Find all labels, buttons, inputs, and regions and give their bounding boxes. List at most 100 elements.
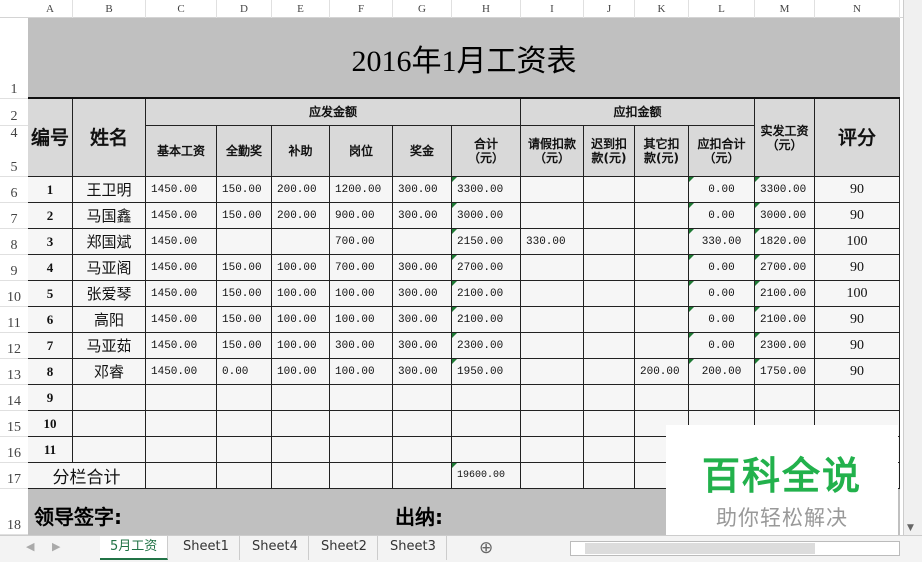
cell[interactable]: 200.00 — [272, 203, 330, 229]
cell[interactable]: 0.00 — [689, 203, 755, 229]
cell-name[interactable] — [73, 437, 146, 463]
column-header[interactable]: L — [689, 0, 755, 18]
cell[interactable] — [584, 463, 635, 489]
cell-name[interactable]: 郑国斌 — [73, 229, 146, 255]
cell-id[interactable]: 1 — [28, 177, 73, 203]
row-header[interactable]: 4 — [10, 126, 18, 141]
header-id[interactable]: 编号 — [28, 99, 73, 177]
header-score[interactable]: 评分 — [815, 99, 900, 177]
cell[interactable] — [521, 203, 584, 229]
horizontal-scrollbar[interactable] — [570, 541, 900, 556]
cell-id[interactable]: 2 — [28, 203, 73, 229]
cell[interactable]: 90 — [815, 333, 900, 359]
cell[interactable]: 200.00 — [689, 359, 755, 385]
tab-next-icon[interactable]: ▶ — [52, 540, 61, 553]
column-header[interactable]: E — [272, 0, 330, 18]
cell[interactable]: 330.00 — [689, 229, 755, 255]
cell-name[interactable] — [73, 411, 146, 437]
subtotal-value[interactable]: 19600.00 — [452, 463, 521, 489]
sheet-tab[interactable]: 5月工资 — [100, 536, 169, 560]
cell[interactable]: 100.00 — [272, 359, 330, 385]
cell[interactable] — [146, 411, 217, 437]
row-header[interactable]: 14 — [0, 385, 28, 411]
header-base[interactable]: 基本工资 — [146, 126, 217, 177]
cell-id[interactable]: 8 — [28, 359, 73, 385]
cell[interactable] — [393, 437, 452, 463]
row-header[interactable]: 6 — [0, 177, 28, 203]
cell[interactable]: 3300.00 — [452, 177, 521, 203]
cell[interactable]: 300.00 — [393, 281, 452, 307]
column-header[interactable]: D — [217, 0, 272, 18]
cell[interactable]: 150.00 — [217, 255, 272, 281]
cell[interactable] — [755, 385, 815, 411]
cell[interactable] — [272, 463, 330, 489]
cell-id[interactable]: 6 — [28, 307, 73, 333]
cell-name[interactable]: 张爱琴 — [73, 281, 146, 307]
cell[interactable]: 150.00 — [217, 177, 272, 203]
cell[interactable]: 0.00 — [689, 333, 755, 359]
cell[interactable] — [393, 463, 452, 489]
cell[interactable]: 1950.00 — [452, 359, 521, 385]
cell[interactable]: 1450.00 — [146, 229, 217, 255]
cell-id[interactable]: 10 — [28, 411, 73, 437]
header-subsidy[interactable]: 补助 — [272, 126, 330, 177]
cell[interactable] — [521, 177, 584, 203]
cell[interactable] — [272, 385, 330, 411]
cell-name[interactable]: 马亚阁 — [73, 255, 146, 281]
cell[interactable]: 90 — [815, 307, 900, 333]
sheet-tab[interactable]: Sheet2 — [311, 536, 378, 560]
cell[interactable] — [146, 463, 217, 489]
row-header[interactable]: 10 — [0, 281, 28, 307]
cell[interactable]: 2700.00 — [452, 255, 521, 281]
cell[interactable]: 1450.00 — [146, 177, 217, 203]
cell[interactable]: 300.00 — [393, 203, 452, 229]
cell[interactable] — [584, 281, 635, 307]
cell[interactable]: 2700.00 — [755, 255, 815, 281]
column-header[interactable]: B — [73, 0, 146, 18]
cell[interactable] — [146, 385, 217, 411]
cell[interactable] — [815, 385, 900, 411]
cell[interactable]: 1820.00 — [755, 229, 815, 255]
spreadsheet-grid[interactable]: 2016年1月工资表 编号 姓名 应发金额 基本工资 全勤奖 补助 岗位 奖金 … — [28, 18, 900, 535]
sheet-tab[interactable]: Sheet1 — [173, 536, 240, 560]
cell[interactable] — [393, 385, 452, 411]
cell[interactable] — [393, 229, 452, 255]
row-header[interactable]: 13 — [0, 359, 28, 385]
cell[interactable] — [635, 385, 689, 411]
cell[interactable] — [521, 411, 584, 437]
cell[interactable]: 200.00 — [272, 177, 330, 203]
cell[interactable]: 2300.00 — [755, 333, 815, 359]
cell[interactable]: 0.00 — [689, 255, 755, 281]
cell[interactable]: 100 — [815, 229, 900, 255]
cell[interactable]: 2150.00 — [452, 229, 521, 255]
cell[interactable] — [521, 333, 584, 359]
header-attendance[interactable]: 全勤奖 — [217, 126, 272, 177]
cell[interactable] — [521, 359, 584, 385]
tab-prev-icon[interactable]: ◀ — [26, 540, 35, 553]
cell[interactable]: 100.00 — [330, 281, 393, 307]
cell[interactable] — [521, 463, 584, 489]
column-header[interactable]: C — [146, 0, 217, 18]
cell[interactable] — [217, 411, 272, 437]
row-header[interactable]: 2 — [0, 99, 28, 126]
cell[interactable] — [330, 385, 393, 411]
column-header[interactable]: A — [28, 0, 73, 18]
cell[interactable] — [584, 333, 635, 359]
cell-id[interactable]: 3 — [28, 229, 73, 255]
cell[interactable] — [584, 359, 635, 385]
cell[interactable] — [635, 229, 689, 255]
header-late[interactable]: 迟到扣款(元) — [584, 126, 635, 177]
cell[interactable] — [521, 255, 584, 281]
cell-name[interactable]: 邓睿 — [73, 359, 146, 385]
cell[interactable]: 0.00 — [689, 177, 755, 203]
cell[interactable]: 3000.00 — [755, 203, 815, 229]
cell[interactable] — [521, 385, 584, 411]
vertical-scrollbar[interactable]: ▼ — [903, 0, 922, 535]
cell[interactable]: 90 — [815, 359, 900, 385]
cell[interactable]: 2100.00 — [452, 307, 521, 333]
cell-name[interactable]: 王卫明 — [73, 177, 146, 203]
cell[interactable]: 100.00 — [272, 255, 330, 281]
scroll-down-icon[interactable]: ▼ — [907, 523, 914, 533]
column-header[interactable]: K — [635, 0, 689, 18]
column-header[interactable]: F — [330, 0, 393, 18]
